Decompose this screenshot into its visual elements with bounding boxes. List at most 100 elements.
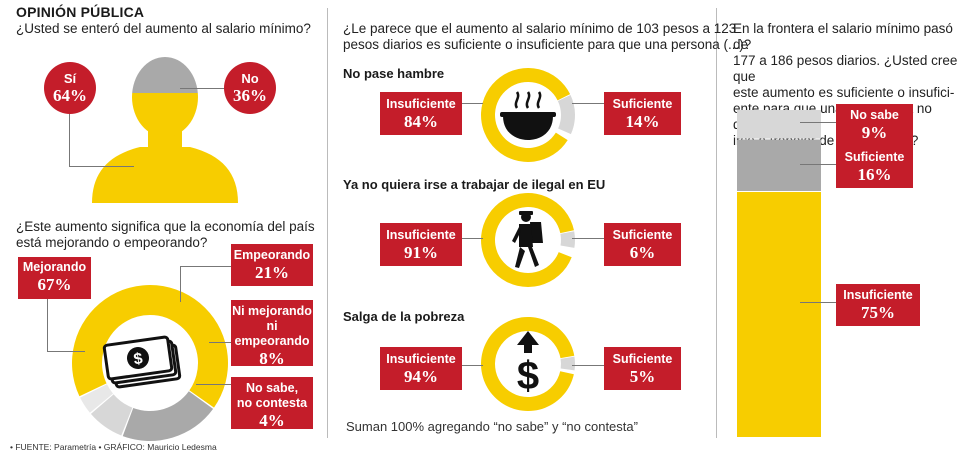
q3-item1-insuf-box: Insuficiente 84% <box>380 92 462 135</box>
q3-question-line1: ¿Le parece que el aumento al salario mín… <box>343 21 737 36</box>
page-title: OPINIÓN PÚBLICA <box>16 4 145 20</box>
bowl-icon <box>500 91 556 140</box>
q4-suf-pct: 16% <box>857 165 892 184</box>
q1-yes-leader-h <box>69 166 134 167</box>
q3-item1-slice-rest <box>556 129 571 140</box>
dollar-arrow-icon: $ <box>517 331 539 398</box>
q4-insuf-pct: 75% <box>861 303 895 322</box>
q1-question: ¿Usted se enteró del aumento al salario … <box>16 21 311 36</box>
q3-item2-slice-rest <box>558 246 575 257</box>
q3-item1-suf-pct: 14% <box>625 112 660 131</box>
q4-suf-box: Suficiente 16% <box>836 146 913 188</box>
q2-ni-label-1: Ni mejorando <box>232 304 312 318</box>
q3-item2-slice-insuficiente <box>481 193 574 287</box>
q3-item3-insuf-box: Insuficiente 94% <box>380 347 462 390</box>
source-credit: • FUENTE: Parametría • GRÁFICO: Mauricio… <box>10 442 217 452</box>
q3-question: ¿Le parece que el aumento al salario mín… <box>343 21 751 53</box>
q2-question-line1: ¿Este aumento significa que la economía … <box>16 219 315 234</box>
q3-item3-suf-pct: 5% <box>629 367 656 386</box>
q3-item3-insuf-pct: 94% <box>404 367 438 386</box>
q3-item1-slice-suficiente <box>557 94 575 135</box>
q3-item1-suf-box: Suficiente 14% <box>604 92 681 135</box>
q1-no-leader-h <box>180 88 232 89</box>
q3-item2-donut <box>481 193 575 287</box>
q4-insuf-label: Insuficiente <box>843 288 913 302</box>
q2-mejorando-pct: 67% <box>37 275 72 294</box>
column-divider-1 <box>327 8 328 438</box>
q1-no-badge: No 36% <box>224 62 276 114</box>
q2-slice-ni <box>90 394 133 436</box>
money-icon: $ <box>102 335 182 389</box>
q3-item3-insuf-label: Insuficiente <box>386 352 456 366</box>
q1-no-label: No <box>241 71 259 86</box>
q2-slice-empeorando <box>122 391 214 441</box>
q4-suf-leader <box>800 164 836 165</box>
svg-text:$: $ <box>517 354 539 398</box>
q4-bar-nosabe <box>737 110 821 139</box>
q2-slice-nosabe <box>80 384 114 413</box>
q4-question-line3: este aumento es suficiente o insufici- <box>733 85 955 100</box>
q2-mejorando-label: Mejorando <box>22 260 87 274</box>
q4-nosabe-leader <box>800 122 836 123</box>
q1-yes-label: Sí <box>63 71 77 86</box>
q3-item2-insuf-box: Insuficiente 91% <box>380 223 462 266</box>
q3-item3-suf-leader <box>572 365 604 366</box>
q4-insuf-leader <box>800 302 836 303</box>
q2-empeorando-label: Empeorando <box>233 248 311 262</box>
q3-item3-slice-rest <box>560 369 575 374</box>
q4-nosabe-label: No sabe <box>850 108 899 122</box>
q2-empeorando-pct: 21% <box>255 263 289 282</box>
q2-ni-leader <box>209 342 231 343</box>
q2-nosabe-pct: 4% <box>259 411 285 430</box>
q3-item2-suf-pct: 6% <box>629 243 656 262</box>
person-body <box>92 147 238 203</box>
q3-item1-insuf-leader <box>455 103 483 104</box>
q2-mejorando-leader-h <box>47 351 85 352</box>
q2-empeorando-leader <box>180 266 231 267</box>
migrant-icon <box>512 211 543 268</box>
q1-no-pct: 36% <box>233 86 267 105</box>
q3-item3-donut: $ <box>481 316 575 411</box>
q3-item3-suf-box: Suficiente 5% <box>604 347 681 390</box>
svg-text:$: $ <box>133 350 144 368</box>
q3-item1-slice-insuficiente <box>481 68 571 162</box>
q3-item3-insuf-leader <box>455 365 483 366</box>
person-silhouette <box>92 57 238 203</box>
q2-ni-label-2: ni <box>266 319 278 333</box>
q4-insuf-box: Insuficiente 75% <box>836 284 920 326</box>
q3-item2-suf-leader <box>572 238 604 239</box>
q2-ni-pct: 8% <box>259 349 285 368</box>
q2-question-line2: está mejorando o empeorando? <box>16 235 208 250</box>
q3-item2-slice-suficiente <box>560 231 575 248</box>
q1-yes-pct: 64% <box>53 86 87 105</box>
q2-slice-mejorando <box>71 285 228 408</box>
q3-question-line2: pesos diarios es suficiente o insuficien… <box>343 37 752 52</box>
q3-item1-insuf-label: Insuficiente <box>386 97 456 111</box>
q2-question: ¿Este aumento significa que la economía … <box>16 219 315 251</box>
q3-item3-subtitle: Salga de la pobreza <box>343 309 465 324</box>
q4-question-line2: 177 a 186 pesos diarios. ¿Usted cree que <box>733 53 958 84</box>
q4-stacked-bar <box>737 110 821 437</box>
q2-mejorando-leader-v <box>47 296 48 351</box>
q2-nosabe-label-1: No sabe, <box>245 381 299 395</box>
q2-ni-box: Ni mejorando ni empeorando 8% <box>231 300 313 368</box>
q3-item2-insuf-leader <box>455 238 483 239</box>
q3-item2-suf-label: Suficiente <box>612 228 673 242</box>
q2-nosabe-box: No sabe, no contesta 4% <box>231 377 313 430</box>
q4-bar-suficiente <box>737 139 821 191</box>
q3-item3-slice-suficiente <box>560 356 575 371</box>
q2-nosabe-leader <box>196 384 231 385</box>
q2-ni-label-3: empeorando <box>234 334 310 348</box>
q4-nosabe-box: No sabe 9% <box>836 104 913 146</box>
q4-question-line1: En la frontera el salario mínimo pasó de <box>733 21 953 52</box>
q3-item2-subtitle: Ya no quiera irse a trabajar de ilegal e… <box>343 177 606 192</box>
q2-donut: $ <box>71 285 228 441</box>
q3-note: Suman 100% agregando “no sabe” y “no con… <box>346 419 638 434</box>
q1-yes-leader-v <box>69 112 70 167</box>
q2-empeorando-box: Empeorando 21% <box>231 244 313 286</box>
q2-mejorando-box: Mejorando 67% <box>18 257 91 299</box>
q2-nosabe-label-2: no contesta <box>236 396 308 410</box>
q4-suf-label: Suficiente <box>844 150 905 164</box>
q3-item2-suf-box: Suficiente 6% <box>604 223 681 266</box>
q3-item2-insuf-label: Insuficiente <box>386 228 456 242</box>
